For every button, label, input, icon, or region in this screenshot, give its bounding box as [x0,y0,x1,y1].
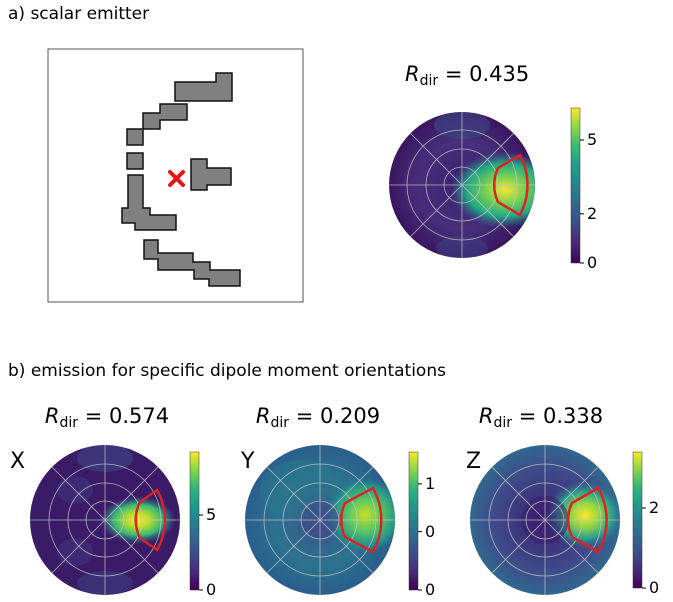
polar-plot-y [245,445,395,595]
structure-blocks [121,72,241,287]
rdir-sub-x: dir [59,415,79,431]
panel-b-label: b) emission for specific dipole moment o… [8,361,446,381]
orientation-letter-y: Y [241,449,255,474]
colorbar-tick-label-y: 1 [425,473,436,493]
rdir-sub-a: dir [419,73,439,89]
colorbar-ticks [199,139,646,591]
orientation-letter-z: Z [466,449,482,474]
rdir-title-a: Rdir = 0.435 [405,62,529,89]
rdir-title-x: Rdir = 0.574 [42,404,172,431]
rdir-value-a: = 0.435 [444,62,530,86]
colorbar-x [189,451,200,591]
colorbar-tick-label-z: 0 [649,578,660,597]
orientation-letter-x: X [10,449,26,474]
target-sector-z [567,486,608,554]
rdir-value-y: = 0.209 [295,404,381,428]
colorbar-tick-label-a: 0 [587,253,598,272]
polar-plot-x [30,445,180,595]
rdir-title-z: Rdir = 0.338 [476,404,606,431]
target-sector-a [493,153,529,217]
rdir-title-y: Rdir = 0.209 [253,404,383,431]
colorbar-tick-label-a: 2 [587,203,598,223]
rdir-value-x: = 0.574 [84,404,170,428]
polar-plot-z [470,445,620,595]
rdir-sub-y: dir [270,415,290,431]
rdir-symbol-x: R [44,404,60,428]
colorbar-y [408,451,419,591]
target-sector-y [340,486,383,554]
colorbar-tick-label-x: 0 [206,580,217,599]
rdir-value-z: = 0.338 [518,404,604,428]
rdir-symbol-a: R [405,62,420,86]
colorbar-tick-label-x: 5 [206,505,217,524]
colorbar-tick-label-y: 0 [425,521,436,541]
target-sector-x [134,488,167,552]
colorbar-tick-label-y: 0 [425,580,436,599]
colorbar-z [632,451,643,589]
rdir-sub-z: dir [493,415,513,431]
colorbar-tick-label-z: 2 [649,498,660,517]
rdir-symbol-z: R [478,404,494,428]
colorbar-tick-label-a: 5 [587,129,598,149]
panel-a-label: a) scalar emitter [8,4,150,24]
colorbar-a [570,107,581,264]
emitter-marker [168,170,185,187]
rdir-symbol-y: R [255,404,271,428]
polar-plot-a [389,112,535,258]
